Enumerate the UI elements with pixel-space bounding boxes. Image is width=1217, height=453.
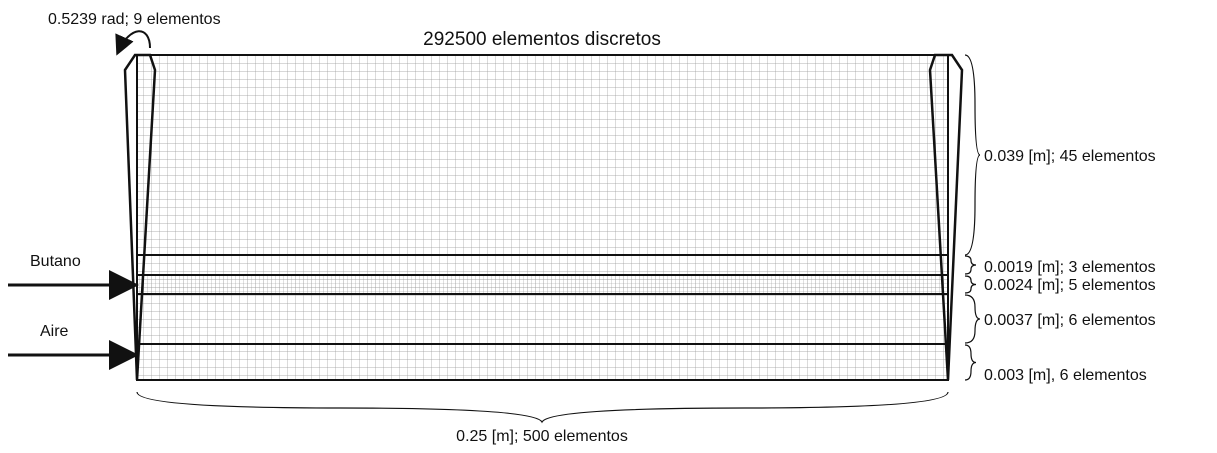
- layer-brace: [964, 54, 981, 256]
- inlet-label: Butano: [30, 253, 81, 270]
- layer-label: 0.0024 [m]; 5 elementos: [984, 277, 1156, 294]
- title: 292500 elementos discretos: [423, 29, 661, 50]
- layer-brace: [964, 275, 977, 294]
- layer-label: 0.003 [m], 6 elementos: [984, 367, 1147, 384]
- layer-label: 0.039 [m]; 45 elementos: [984, 148, 1156, 165]
- layer-brace: [964, 255, 977, 275]
- layer-brace: [964, 344, 977, 381]
- layer-label: 0.0037 [m]; 6 elementos: [984, 312, 1156, 329]
- rotation-arrow: [115, 30, 151, 56]
- angle-label: 0.5239 rad; 9 elementos: [48, 11, 221, 28]
- width-label: 0.25 [m]; 500 elementos: [456, 428, 628, 445]
- inlet-label: Aire: [40, 323, 69, 340]
- width-brace: [136, 391, 949, 424]
- layer-label: 0.0019 [m]; 3 elementos: [984, 259, 1156, 276]
- mesh: [123, 53, 964, 381]
- layer-brace: [964, 294, 981, 344]
